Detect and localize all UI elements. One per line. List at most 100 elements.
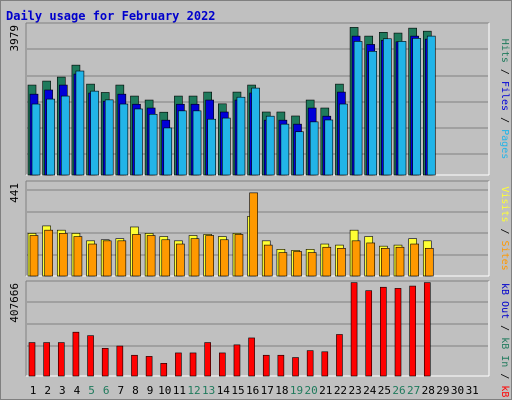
y-max-label: 3979	[8, 25, 21, 52]
bar-pages-day-6	[104, 99, 114, 176]
bar-sites-day-13	[205, 235, 214, 277]
bar-kbf-day-26	[394, 288, 402, 377]
x-tick-label-day-26: 26	[392, 384, 405, 397]
bar-pages-day-18	[280, 123, 290, 176]
bar-pages-day-11	[178, 110, 187, 176]
legend-item-visits: Visits	[499, 186, 510, 222]
bar-sites-day-14	[220, 239, 229, 277]
bar-kbf-day-17	[262, 354, 270, 377]
bar-pages-day-28	[426, 35, 436, 176]
bar-kbf-day-11	[175, 352, 182, 377]
x-tick-label-day-3: 3	[59, 384, 66, 397]
bar-sites-day-6	[102, 240, 112, 277]
bar-kbf-day-14	[219, 352, 226, 377]
bar-pages-day-20	[309, 121, 319, 176]
x-tick-label-day-14: 14	[217, 384, 231, 397]
bar-kbf-day-25	[380, 286, 387, 377]
chart-title: Daily usage for February 2022	[6, 9, 216, 23]
bar-sites-day-7	[117, 240, 127, 277]
x-tick-label-day-24: 24	[363, 384, 377, 397]
bar-sites-day-27	[410, 243, 419, 277]
bar-kbf-day-20	[306, 350, 314, 377]
legend-kbf-kbin-kbout: kB Out / kB In / kB F	[499, 283, 510, 400]
panel-hits-files-pages: 3979 Hits / Files / Pages	[8, 22, 510, 176]
x-tick-label-day-25: 25	[378, 384, 391, 397]
legend-item-pages: Pages	[499, 129, 510, 159]
bar-kbf-day-2	[43, 342, 50, 377]
bar-kbf-day-21	[321, 351, 329, 377]
bar-kbf-day-7	[116, 345, 124, 377]
bar-kbf-day-16	[248, 337, 255, 377]
x-tick-label-day-13: 13	[202, 384, 215, 397]
bar-kbf-day-23	[350, 282, 358, 377]
legend-separator: /	[499, 63, 510, 81]
bar-sites-day-8	[132, 234, 141, 277]
legend-item-sites: Sites	[499, 241, 510, 271]
bar-pages-day-15	[236, 96, 246, 176]
bar-kbf-day-15	[233, 344, 241, 377]
x-tick-label-day-22: 22	[334, 384, 347, 397]
bar-kbf-day-8	[131, 354, 138, 377]
bar-sites-day-28	[424, 247, 434, 277]
bar-sites-day-20	[307, 252, 317, 277]
bar-pages-day-9	[148, 113, 158, 176]
legend-visits-sites: Visits / Sites	[499, 186, 510, 270]
bar-pages-day-21	[324, 119, 334, 176]
panel-visits-sites: 441 Visits / Sites	[8, 180, 510, 277]
bar-pages-day-4	[75, 70, 85, 176]
bar-pages-day-1	[31, 103, 41, 176]
bar-sites-day-16	[249, 192, 258, 277]
bar-pages-day-10	[163, 127, 173, 176]
bar-sites-day-22	[337, 247, 346, 277]
bar-sites-day-1	[29, 235, 39, 277]
legend-item-kbout: kB Out	[499, 283, 510, 319]
bar-pages-day-13	[207, 118, 216, 176]
bar-kbf-day-10	[160, 363, 168, 377]
bar-pages-day-26	[397, 41, 407, 176]
bar-kbf-day-18	[277, 354, 285, 377]
bar-kbf-day-28	[423, 282, 431, 377]
legend-separator: /	[499, 367, 510, 385]
x-tick-label-day-15: 15	[231, 384, 244, 397]
bar-kbf-day-3	[57, 342, 65, 377]
x-tick-label-day-27: 27	[407, 384, 420, 397]
x-tick-label-day-8: 8	[132, 384, 139, 397]
x-tick-label-day-30: 30	[451, 384, 464, 397]
legend-item-kbf: kB F	[499, 385, 510, 400]
x-tick-label-day-4: 4	[74, 384, 81, 397]
legend-separator: /	[499, 111, 510, 129]
x-tick-label-day-21: 21	[319, 384, 332, 397]
bar-sites-day-21	[322, 246, 332, 277]
bar-pages-day-25	[383, 38, 392, 176]
bar-sites-day-4	[73, 236, 83, 277]
bar-pages-day-19	[295, 131, 304, 176]
y-max-label: 407666	[8, 283, 21, 323]
x-tick-label-day-10: 10	[158, 384, 171, 397]
bar-pages-day-23	[353, 41, 363, 176]
bar-kbf-day-6	[101, 348, 109, 377]
bar-kbf-day-27	[409, 285, 416, 377]
bar-pages-day-24	[368, 50, 378, 176]
x-tick-label-day-11: 11	[173, 384, 186, 397]
x-tick-label-day-20: 20	[305, 384, 318, 397]
bar-sites-day-11	[176, 243, 185, 277]
bar-pages-day-27	[412, 38, 421, 176]
bar-sites-day-19	[293, 251, 302, 277]
legend-separator: /	[499, 319, 510, 337]
x-tick-label-day-12: 12	[187, 384, 200, 397]
bar-sites-day-10	[161, 239, 171, 277]
bar-sites-day-17	[263, 244, 273, 277]
bar-sites-day-3	[58, 233, 68, 277]
bar-pages-day-5	[90, 90, 99, 176]
x-tick-label-day-23: 23	[348, 384, 361, 397]
bar-pages-day-22	[339, 103, 348, 176]
bar-kbf-day-19	[292, 357, 299, 377]
bar-sites-day-2	[44, 229, 53, 277]
bar-pages-day-16	[251, 87, 260, 176]
bar-sites-day-9	[146, 235, 156, 277]
x-tick-label-day-17: 17	[261, 384, 274, 397]
bar-sites-day-25	[381, 247, 390, 277]
x-tick-label-day-7: 7	[118, 384, 125, 397]
x-tick-label-day-2: 2	[44, 384, 51, 397]
